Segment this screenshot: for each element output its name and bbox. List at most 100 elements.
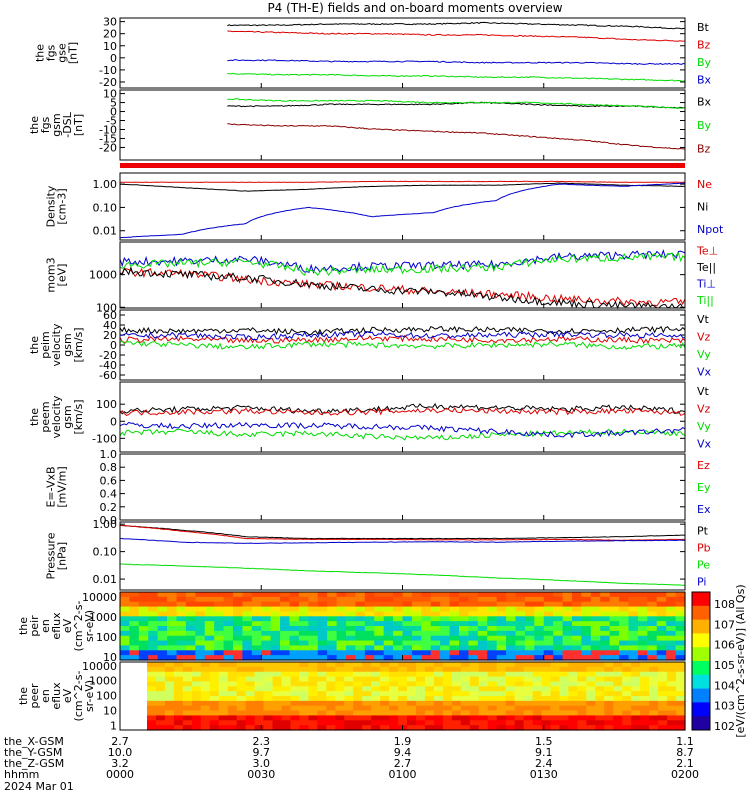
spectrogram-cell (157, 611, 168, 617)
spectrogram-cell (326, 705, 336, 712)
spectrogram-cell (675, 592, 686, 598)
spectrogram-cell (459, 626, 470, 632)
spectrogram-cell (353, 686, 363, 692)
spectrogram-cell (290, 662, 301, 668)
spectrogram-cell (261, 601, 272, 608)
spectrogram-cell (204, 635, 215, 642)
spectrogram-cell (543, 596, 554, 603)
ytick-label: 0.01 (93, 225, 118, 238)
spectrogram-cell (568, 700, 578, 707)
spectrogram-cell (440, 611, 451, 617)
spectrogram-cell (214, 626, 225, 632)
spectrogram-cell (280, 645, 291, 651)
spectrogram-cell (364, 626, 375, 632)
spectrogram-cell (613, 725, 623, 731)
spectrogram-cell (442, 720, 453, 726)
spectrogram-cell (298, 621, 309, 627)
spectrogram-cell (191, 691, 202, 697)
ylabel-line: fgs (39, 116, 52, 133)
colorbar-swatch (692, 702, 710, 717)
ytick-label: -20 (99, 141, 117, 154)
spectrogram-cell (317, 691, 327, 697)
spectrogram-cell (609, 611, 620, 617)
spectrogram-cell (270, 630, 281, 637)
spectrogram-cell (176, 630, 187, 637)
spectrogram-cell (281, 705, 292, 712)
spectrogram-cell (541, 686, 552, 692)
spectrogram-cell (204, 640, 215, 647)
spectrogram-cell (251, 635, 262, 642)
spectrogram-cell (562, 640, 573, 647)
ytick-label: 10 (103, 40, 117, 53)
spectrogram-cell (469, 671, 480, 678)
spectrogram-cell (506, 616, 517, 622)
series-line-vy (119, 428, 686, 441)
spectrogram-cell (460, 681, 471, 687)
spectrogram-cell (317, 616, 328, 622)
spectrogram-cell (344, 720, 354, 726)
spectrogram-cell (506, 630, 517, 637)
spectrogram-cell (421, 592, 432, 598)
spectrogram-cell (148, 621, 159, 627)
ytick-label: 0.01 (93, 573, 118, 586)
spectrogram-cell (299, 696, 309, 702)
spectrogram-cell (353, 662, 363, 668)
spectrogram-cell (442, 725, 453, 731)
spectrogram-cell (204, 592, 215, 598)
spectrogram-cell (628, 640, 639, 647)
spectrogram-cell (487, 616, 498, 622)
spectrogram-cell (214, 640, 225, 647)
spectrogram-cell (326, 720, 336, 726)
spectrogram-cell (460, 691, 471, 697)
spectrogram-cell (496, 691, 507, 697)
spectrogram-cell (637, 650, 648, 656)
ytick-label: 20 (103, 28, 117, 41)
spectrogram-cell (534, 592, 545, 598)
spectrogram-cell (647, 645, 658, 651)
spectrogram-cell (263, 715, 274, 721)
spectrogram-cell (308, 606, 319, 613)
spectrogram-cell (590, 635, 601, 642)
spectrogram-cell (676, 710, 686, 717)
ytick-label: 30 (103, 16, 117, 29)
bottom-row-value: 2.4 (535, 757, 553, 770)
spectrogram-cell (157, 655, 168, 661)
spectrogram-cell (619, 611, 630, 617)
spectrogram-cell (581, 650, 592, 656)
spectrogram-cell (344, 700, 354, 707)
spectrogram-cell (380, 696, 390, 702)
spectrogram-cell (424, 662, 435, 668)
spectrogram-cell (541, 691, 552, 697)
spectrogram-cell (514, 686, 525, 692)
series-line-npot (119, 182, 686, 239)
spectrogram-cell (374, 596, 385, 603)
spectrogram-cell (600, 630, 611, 637)
spectrogram-cell (195, 592, 206, 598)
spectrogram-cell (666, 601, 677, 608)
spectrogram-cell (523, 666, 534, 673)
spectrogram-cell (191, 725, 202, 731)
spectrogram-cell (138, 601, 149, 608)
spectrogram-cell (532, 686, 543, 692)
bottom-row-value: 9.7 (253, 746, 271, 759)
spectrogram-cell (666, 655, 677, 661)
spectrogram-cell (200, 676, 211, 683)
series-line-vy (119, 340, 686, 350)
spectrogram-cell (553, 601, 564, 608)
spectrogram-cell (402, 640, 413, 647)
spectrogram-cell (364, 606, 375, 613)
spectrogram-cell (281, 691, 292, 697)
spectrogram-cell (675, 655, 686, 661)
spectrogram-cell (245, 681, 256, 687)
spectrogram-cell (534, 630, 545, 637)
ylabel-line: eflux (50, 682, 63, 710)
spectrogram-cell (209, 715, 220, 721)
spectrogram-cell (299, 676, 309, 683)
spectrogram-cell (469, 696, 480, 702)
spectrogram-cell (649, 710, 659, 717)
spectrogram-cell (167, 635, 178, 642)
spectrogram-cell (185, 630, 196, 637)
spectrogram-cell (478, 705, 489, 712)
spectrogram-cell (336, 635, 347, 642)
spectrogram-cell (514, 676, 525, 683)
